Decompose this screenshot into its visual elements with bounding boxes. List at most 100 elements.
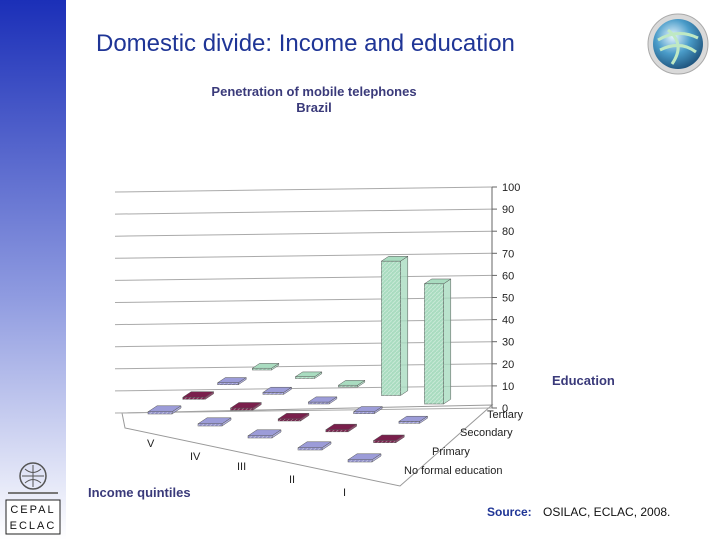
logo-text: ECLAC <box>10 520 57 532</box>
bar-top <box>347 453 382 461</box>
bar-top <box>277 413 310 420</box>
bar-top <box>324 423 358 431</box>
bar-top <box>229 402 263 409</box>
cepal-logo <box>5 499 61 535</box>
y-tick-label: 60 <box>502 270 514 282</box>
bar-top <box>247 429 282 437</box>
bar-top <box>337 380 366 386</box>
grid-line <box>114 407 493 414</box>
bar <box>216 377 248 386</box>
bar-hatch <box>278 418 301 421</box>
grid-line <box>114 186 493 193</box>
bar <box>372 434 406 444</box>
bar-hatch <box>398 421 420 424</box>
x-tick-label: IV <box>190 451 201 463</box>
bar-hatch <box>295 376 315 379</box>
bar <box>347 453 382 463</box>
grid-line <box>114 230 493 237</box>
un-logo <box>8 462 58 494</box>
z-axis-label: Education <box>552 373 615 388</box>
bar <box>398 415 429 424</box>
bar <box>197 417 232 427</box>
bar-top <box>297 441 332 449</box>
x-tick-label: I <box>343 487 346 499</box>
bar-top <box>197 417 232 425</box>
bar-side <box>443 278 452 405</box>
depth-label: Tertiary <box>487 409 524 421</box>
bar-hatch <box>252 368 272 370</box>
source-label: Source: <box>487 505 532 519</box>
bar-hatch <box>308 402 330 404</box>
side-band <box>0 0 66 540</box>
bar-hatch <box>198 423 222 426</box>
grid-line <box>114 252 493 259</box>
bar-top <box>216 377 248 384</box>
bar-top <box>262 386 293 393</box>
logo-text: CEPAL <box>10 504 55 516</box>
bar-hatch <box>217 382 239 385</box>
source-text: OSILAC, ECLAC, 2008. <box>543 505 670 519</box>
x-tick-label: V <box>147 438 155 450</box>
y-tick-label: 10 <box>502 381 514 393</box>
bar-hatch <box>381 261 401 396</box>
bar-top <box>147 405 182 413</box>
depth-label: No formal education <box>404 465 502 477</box>
bar-hatch <box>424 283 444 404</box>
bar <box>277 412 310 422</box>
bar-top <box>398 415 429 422</box>
bar-hatch <box>325 429 349 432</box>
bar-hatch <box>338 385 358 387</box>
y-tick-label: 90 <box>502 204 514 216</box>
bar <box>262 386 293 395</box>
x-tick-label: II <box>289 474 295 486</box>
bar <box>307 396 338 405</box>
bar <box>294 371 323 379</box>
depth-label: Secondary <box>460 427 513 439</box>
y-tick-label: 30 <box>502 337 514 349</box>
bar <box>147 405 182 415</box>
bar-top <box>372 434 406 441</box>
depth-label: Primary <box>432 446 470 458</box>
y-tick-label: 0 <box>502 403 508 415</box>
bar <box>337 379 366 388</box>
bar-top <box>380 256 409 262</box>
globe-logo <box>647 13 709 75</box>
bar-hatch <box>182 397 206 400</box>
bar-hatch <box>353 411 375 414</box>
bar <box>324 423 358 433</box>
bar-top <box>181 391 215 398</box>
bar <box>181 391 215 400</box>
bar <box>380 255 409 396</box>
bar-hatch <box>230 408 253 411</box>
bar-hatch <box>348 459 372 462</box>
y-tick-label: 20 <box>502 359 514 371</box>
bar <box>247 429 282 439</box>
chart-subtitle: Brazil <box>296 100 331 115</box>
x-axis-label: Income quintiles <box>88 485 191 500</box>
bar-hatch <box>148 411 172 414</box>
bar-hatch <box>248 435 272 438</box>
y-tick-label: 70 <box>502 248 514 260</box>
bar <box>297 441 332 451</box>
bar-hatch <box>373 440 396 443</box>
bar-top <box>423 278 452 285</box>
bar <box>423 278 452 405</box>
bar-top <box>251 363 280 369</box>
y-tick-label: 50 <box>502 293 514 305</box>
bar <box>251 362 280 371</box>
y-tick-label: 80 <box>502 226 514 238</box>
bar-hatch <box>298 447 322 450</box>
y-tick-label: 100 <box>502 182 520 194</box>
bar-hatch <box>262 392 284 395</box>
bar-top <box>307 396 338 403</box>
bar-side <box>400 255 409 396</box>
bar-top <box>352 406 384 413</box>
bar <box>352 406 384 415</box>
y-tick-label: 40 <box>502 315 514 327</box>
grid-line <box>114 208 493 215</box>
grid-line <box>114 274 493 281</box>
bar <box>229 402 263 411</box>
bar-top <box>294 371 323 377</box>
